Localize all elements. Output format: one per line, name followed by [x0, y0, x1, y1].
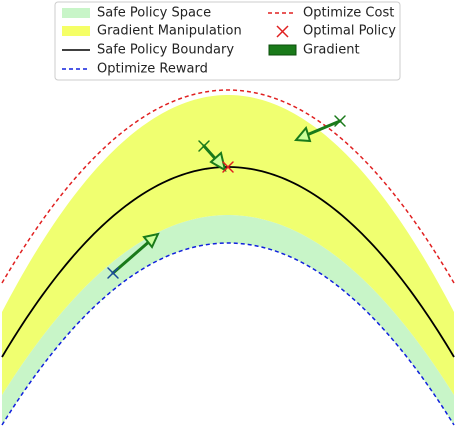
policy-point [198, 140, 210, 152]
curves [1, 89, 455, 426]
legend-label: Optimize Reward [97, 62, 208, 77]
gradient-arrow-head [142, 232, 160, 249]
safe-space [2, 215, 454, 425]
legend-label: Safe Policy Space [97, 6, 211, 21]
legend-swatch [276, 25, 289, 38]
policy-point [107, 267, 119, 279]
gradient-arrow-head [293, 125, 312, 143]
legend-label: Gradient Manipulation [97, 24, 242, 39]
legend-swatch [268, 44, 297, 56]
legend-label: Safe Policy Boundary [97, 43, 234, 58]
legend: Safe Policy Space Gradient Manipulation … [54, 1, 401, 81]
gradient-arrow [111, 238, 153, 275]
legend-label: Optimize Cost [303, 6, 394, 21]
legend-swatch [62, 26, 90, 36]
optimal-policy [222, 161, 234, 173]
legend-swatch [62, 8, 90, 18]
legend-label: Gradient [303, 43, 360, 58]
markers [107, 115, 346, 279]
gradient-manipulation [2, 95, 454, 395]
cost-curve [1, 89, 455, 284]
policy-point [334, 115, 346, 127]
legend-box [54, 1, 401, 81]
legend-label: Optimal Policy [303, 24, 396, 39]
reward-curve [1, 242, 455, 426]
